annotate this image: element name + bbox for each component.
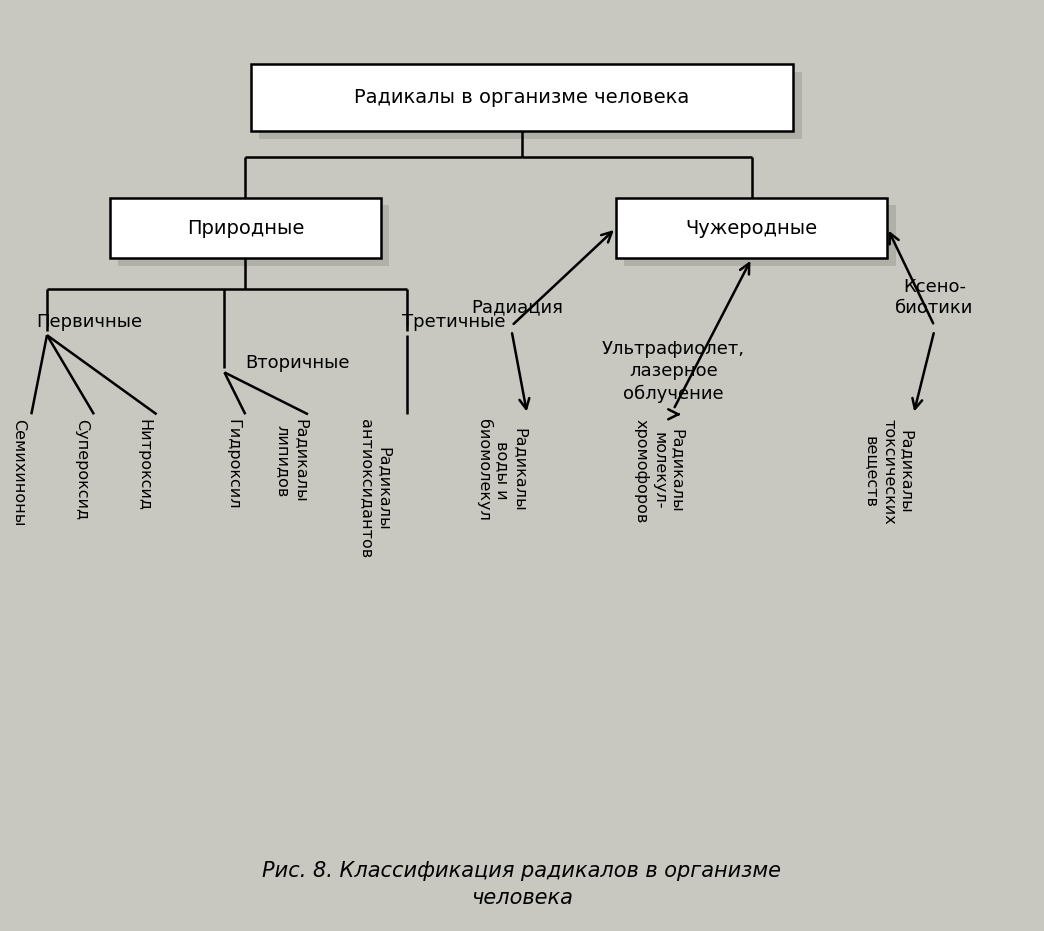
Text: Природные: Природные xyxy=(187,219,304,237)
Text: Чужеродные: Чужеродные xyxy=(686,219,817,237)
Bar xyxy=(251,64,793,131)
Text: Радикалы в организме человека: Радикалы в организме человека xyxy=(354,88,690,107)
Bar xyxy=(118,205,389,266)
Text: Радикалы
антиоксидантов: Радикалы антиоксидантов xyxy=(359,419,392,559)
Text: Радиация: Радиация xyxy=(471,299,563,317)
Text: Радикалы
токсических
веществ: Радикалы токсических веществ xyxy=(863,419,914,525)
Text: Третичные: Третичные xyxy=(402,313,505,331)
Text: Первичные: Первичные xyxy=(37,313,143,331)
Text: Радикалы
молекул-
хромофоров: Радикалы молекул- хромофоров xyxy=(634,419,684,523)
Bar xyxy=(616,197,887,258)
Text: Супероксид: Супероксид xyxy=(74,419,89,520)
Text: Нитроксид: Нитроксид xyxy=(137,419,151,511)
Text: Ксено-
биотики: Ксено- биотики xyxy=(895,277,974,317)
Text: Радикалы
воды и
биомолекул: Радикалы воды и биомолекул xyxy=(476,419,527,520)
Text: Ультрафиолет,
лазерное
облучение: Ультрафиолет, лазерное облучение xyxy=(602,340,744,402)
Text: Радикалы
липидов: Радикалы липидов xyxy=(276,419,308,503)
Text: Вторичные: Вторичные xyxy=(245,355,350,372)
Bar xyxy=(110,197,381,258)
Bar xyxy=(259,72,802,139)
Bar xyxy=(624,205,896,266)
Text: Рис. 8. Классификация радикалов в организме
человека: Рис. 8. Классификация радикалов в органи… xyxy=(262,861,782,908)
Text: Гидроксил: Гидроксил xyxy=(226,419,240,509)
Text: Семихиноны: Семихиноны xyxy=(11,419,26,526)
